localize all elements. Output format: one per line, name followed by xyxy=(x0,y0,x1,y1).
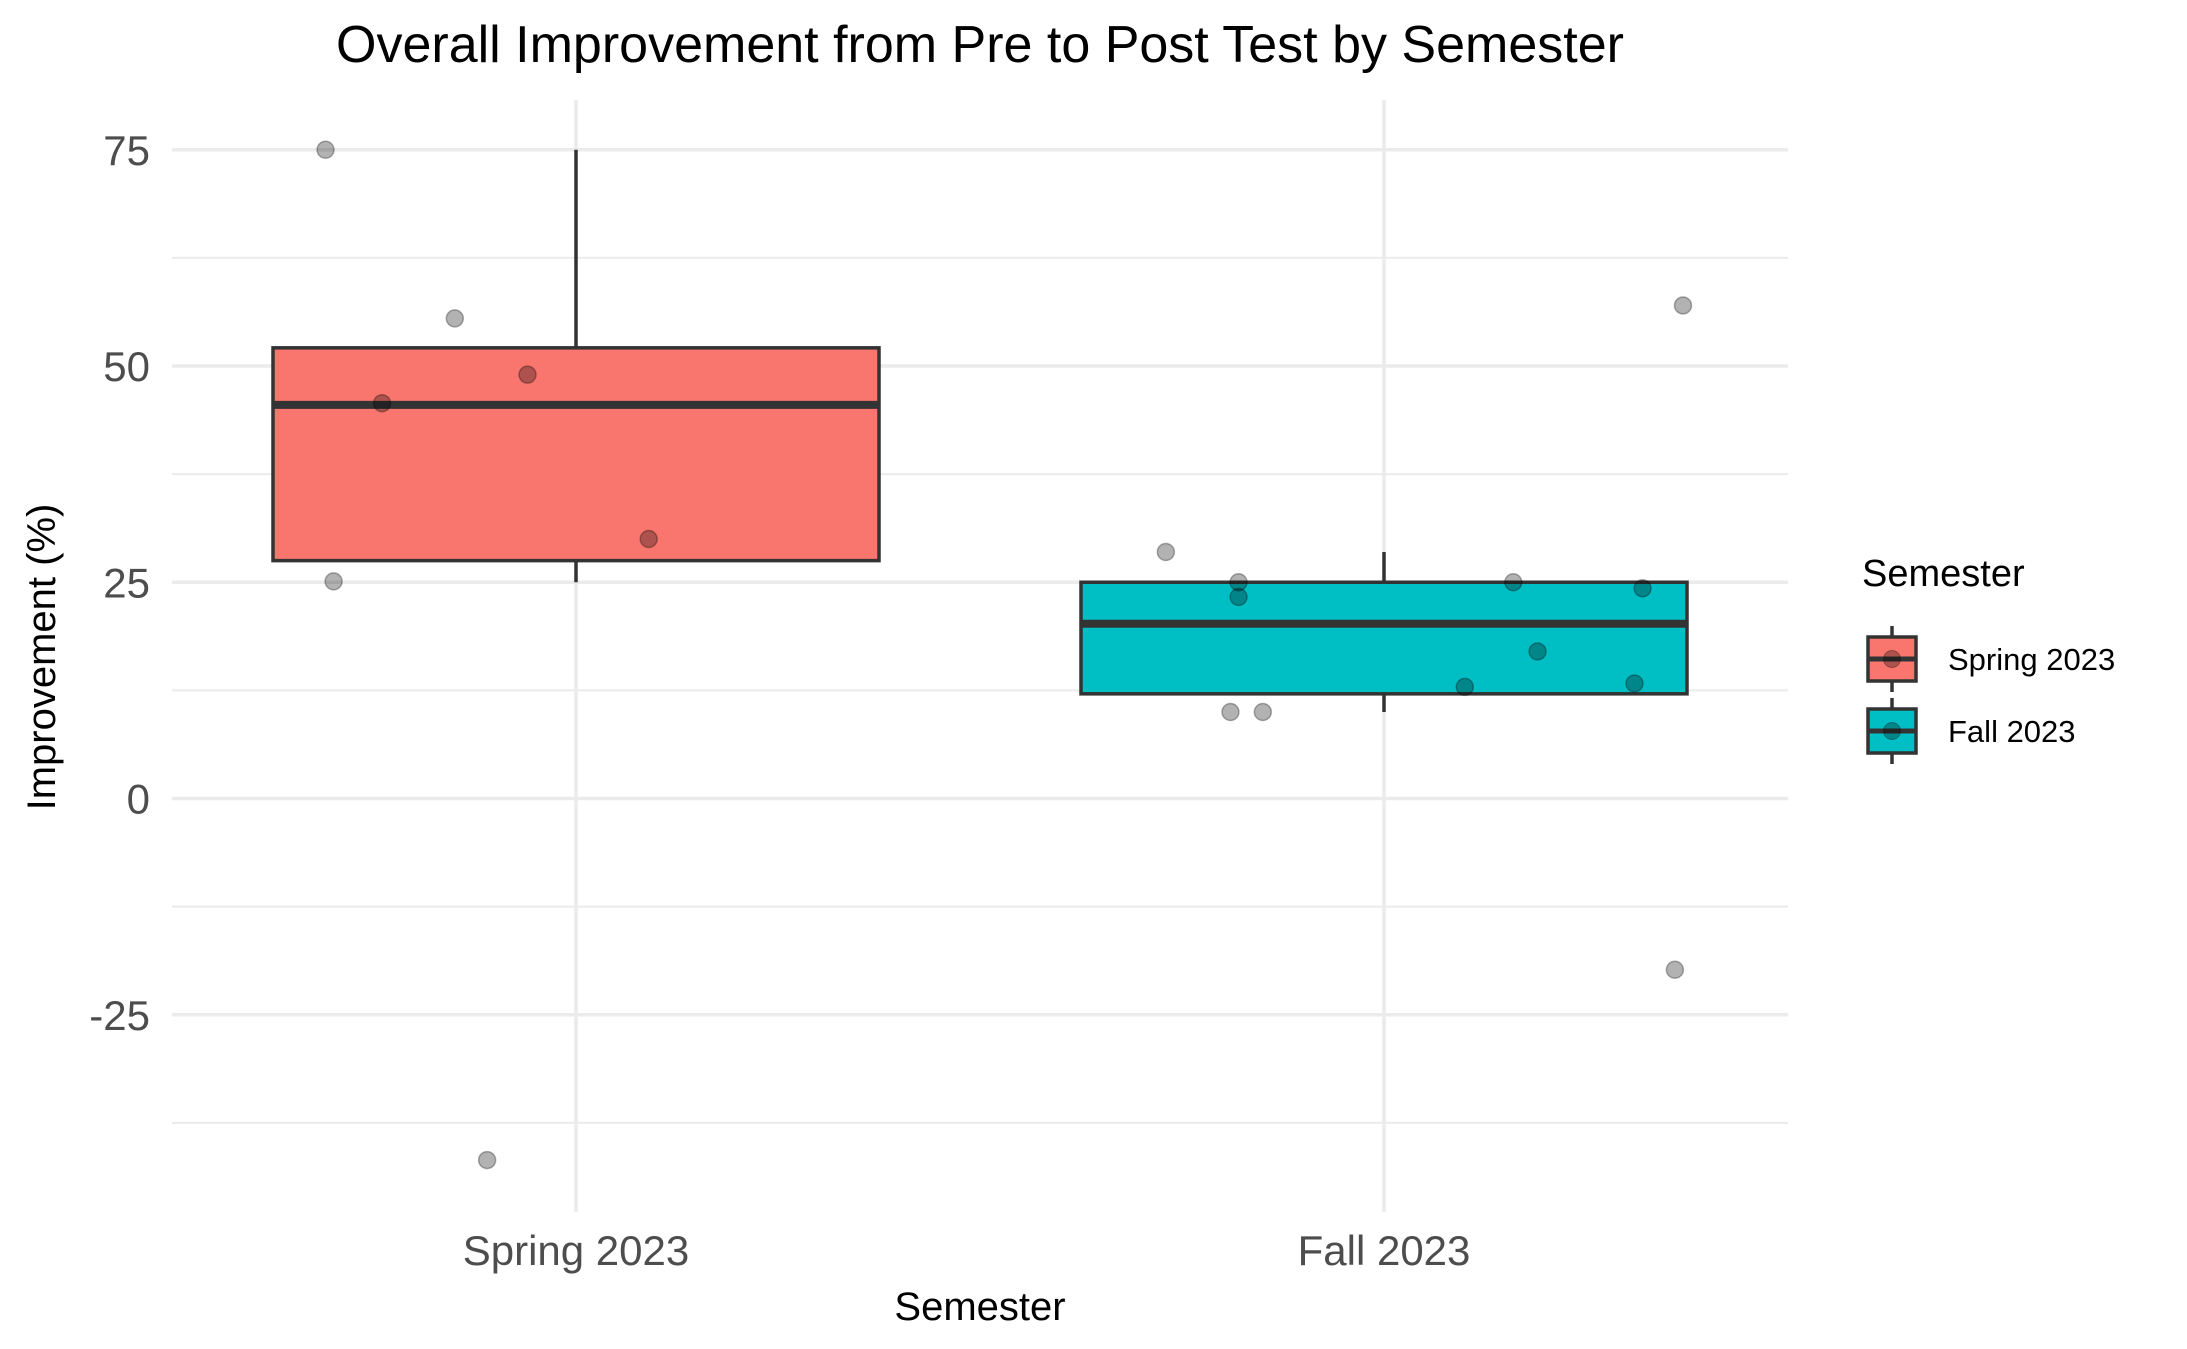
box-group xyxy=(271,149,881,583)
point-layer xyxy=(316,140,1693,1170)
legend-label: Spring 2023 xyxy=(1948,642,2115,677)
legend-title: Semester xyxy=(1862,553,2025,595)
data-point xyxy=(324,572,343,591)
legend-keys: Spring 2023 Fall 2023 xyxy=(1866,626,2115,764)
x-axis-title: Semester xyxy=(894,1285,1065,1329)
data-point xyxy=(1673,296,1693,315)
data-point xyxy=(477,1150,497,1170)
axis-layer: 75 50 25 0 -25 Spring 2023 Fall 2023 xyxy=(89,127,1470,1274)
y-tick-label: 25 xyxy=(103,559,150,606)
data-point xyxy=(1625,674,1644,693)
box-layer xyxy=(271,149,1689,712)
data-point xyxy=(1156,542,1176,562)
chart-title: Overall Improvement from Pre to Post Tes… xyxy=(336,16,1624,74)
x-tick-label: Spring 2023 xyxy=(463,1227,690,1274)
y-tick-label: 0 xyxy=(127,776,150,823)
box-group xyxy=(1079,551,1689,712)
data-point xyxy=(1455,677,1475,697)
data-point xyxy=(1504,573,1523,592)
x-tick-label: Fall 2023 xyxy=(1298,1227,1471,1274)
legend-key-point xyxy=(1883,722,1901,740)
legend: Semester Spring 2023 Fall 2023 xyxy=(1862,553,2115,764)
data-point xyxy=(1229,587,1248,607)
data-point xyxy=(1229,573,1248,592)
data-point xyxy=(316,140,335,159)
y-tick-label: 75 xyxy=(103,127,150,174)
y-tick-label: 50 xyxy=(103,343,150,390)
legend-entry: Fall 2023 xyxy=(1866,698,2076,764)
data-point xyxy=(639,529,658,549)
data-point xyxy=(445,309,465,328)
box xyxy=(271,346,881,563)
legend-label: Fall 2023 xyxy=(1948,714,2076,749)
data-point xyxy=(1528,642,1547,661)
y-tick-label: -25 xyxy=(89,992,150,1039)
data-point xyxy=(372,393,392,413)
data-point xyxy=(1665,960,1685,980)
data-point xyxy=(1633,579,1652,598)
legend-key-point xyxy=(1883,650,1901,668)
data-point xyxy=(1253,702,1273,722)
data-point xyxy=(1221,702,1240,722)
legend-entry: Spring 2023 xyxy=(1866,626,2115,692)
data-point xyxy=(518,365,537,384)
y-axis-title: Improvement (%) xyxy=(20,504,64,811)
box xyxy=(1079,580,1689,696)
